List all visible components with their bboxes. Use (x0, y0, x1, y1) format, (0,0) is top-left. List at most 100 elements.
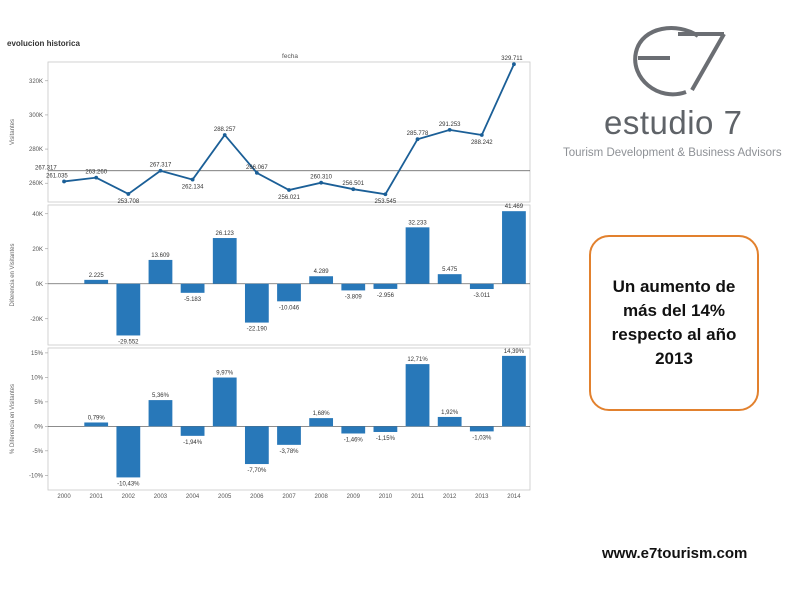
data-label: -10,43% (117, 481, 140, 487)
data-label: 12,71% (407, 357, 428, 363)
bar (309, 276, 334, 284)
x-tick-label: 2000 (57, 494, 71, 500)
y-tick-label: 40K (32, 212, 43, 218)
data-label: 5.475 (442, 267, 458, 273)
data-point (351, 187, 356, 192)
series-line (63, 63, 515, 196)
data-point (126, 192, 131, 196)
panel-frame (47, 347, 531, 491)
data-label: -3,78% (279, 449, 299, 455)
bar (405, 227, 430, 284)
bar (502, 355, 526, 427)
data-label: -5.183 (184, 297, 202, 303)
data-point (512, 62, 516, 67)
bar (405, 364, 430, 427)
data-label: 5,36% (152, 393, 170, 399)
bar (244, 426, 269, 465)
data-label: 256.501 (342, 181, 364, 187)
data-label: 288.242 (471, 140, 493, 146)
y-tick-label: 15% (31, 351, 44, 357)
y-tick-label: -10% (29, 473, 44, 479)
data-label: -29.552 (118, 339, 139, 345)
data-point (62, 179, 66, 184)
y-tick-label: -20K (30, 317, 43, 323)
website-link: www.e7tourism.com (602, 545, 748, 562)
x-tick-label: 2001 (90, 494, 104, 500)
bar (277, 283, 301, 302)
bar (341, 283, 366, 291)
x-tick-label: 2002 (122, 494, 136, 500)
data-point (319, 180, 324, 185)
data-label: 261.035 (46, 173, 68, 179)
data-point (254, 170, 259, 175)
data-label: 4.289 (314, 269, 330, 275)
data-label: 14,39% (504, 349, 525, 355)
data-point (447, 127, 452, 132)
x-tick-label: 2006 (250, 494, 264, 500)
dashboard-title: evolucion historica (7, 39, 80, 48)
data-label: -2.956 (377, 293, 395, 299)
y-tick-label: 10% (31, 375, 44, 381)
data-label: 9,97% (216, 371, 234, 377)
x-tick-label: 2007 (282, 494, 296, 500)
data-label: 253.545 (375, 199, 397, 205)
data-label: 256.021 (278, 195, 300, 201)
data-label: -1,15% (376, 436, 396, 442)
x-tick-label: 2012 (443, 494, 457, 500)
panel-frame (47, 204, 531, 346)
data-point (222, 133, 227, 137)
x-tick-label: 2009 (347, 494, 361, 500)
brand-name: estudio 7 (604, 104, 743, 141)
data-label: 291.253 (439, 122, 461, 128)
bar (469, 426, 494, 432)
data-label: 26.123 (216, 231, 235, 237)
data-label: 285.778 (407, 131, 429, 137)
data-label: 262.134 (182, 185, 204, 191)
data-label: 1,68% (313, 411, 331, 417)
data-label: 260.310 (310, 175, 332, 181)
bar (373, 283, 398, 289)
x-tick-label: 2003 (154, 494, 168, 500)
brand-tagline: Tourism Development & Business Advisors (563, 147, 782, 159)
data-label: -7,70% (247, 468, 267, 474)
data-point (158, 168, 163, 173)
data-label: 288.257 (214, 127, 236, 133)
bar (309, 418, 334, 427)
panel-3: -10% -5% 0% 5% 10% 15% % Diferencia en Visitan… (10, 347, 531, 491)
x-tick-label: 2014 (507, 494, 521, 500)
bar (502, 211, 526, 284)
data-label: -1,94% (183, 440, 203, 446)
data-label: 266.067 (246, 165, 268, 171)
data-label: 32.233 (408, 220, 427, 226)
data-label: 1,92% (441, 410, 459, 416)
panel-2: -20K 0K 20K 40K Diferencia en Visitantes 2.22… (10, 204, 531, 346)
bar (244, 283, 269, 323)
bar (437, 274, 462, 284)
data-label: 267.317 (150, 163, 172, 169)
data-label: -10.046 (279, 305, 300, 311)
bar (373, 426, 398, 432)
y-tick-label: 5% (34, 400, 43, 406)
bar (84, 279, 109, 284)
y-tick-label: 260K (29, 181, 43, 187)
bar (116, 283, 141, 336)
x-tick-label: 2005 (218, 494, 232, 500)
y-tick-label: -5% (32, 449, 43, 455)
bar (212, 238, 237, 284)
charts-layer: 260K280K300K320KVisitantes267.317261.035… (10, 56, 531, 500)
panel-1: 260K280K300K320KVisitantes267.317261.035… (10, 56, 531, 205)
data-label: -1,46% (344, 437, 364, 443)
dashboard-charts: evolucion historica fecha 260K 280K 300K 32… (7, 39, 531, 500)
y-tick-label: 0% (34, 424, 43, 430)
data-label: 41.469 (505, 204, 524, 210)
data-label: 329.711 (501, 56, 523, 62)
bar (469, 283, 494, 290)
y-tick-label: 20K (32, 247, 43, 253)
callout-box: Un aumento de más del 14% respecto al añ… (589, 235, 759, 411)
y-tick-label: 320K (29, 79, 43, 85)
callout-text: Un aumento de más del 14% respecto al añ… (611, 277, 737, 368)
y-tick-label: 0K (36, 282, 43, 288)
bar (148, 400, 173, 427)
bar (84, 422, 109, 427)
data-label: 263.260 (85, 170, 107, 176)
